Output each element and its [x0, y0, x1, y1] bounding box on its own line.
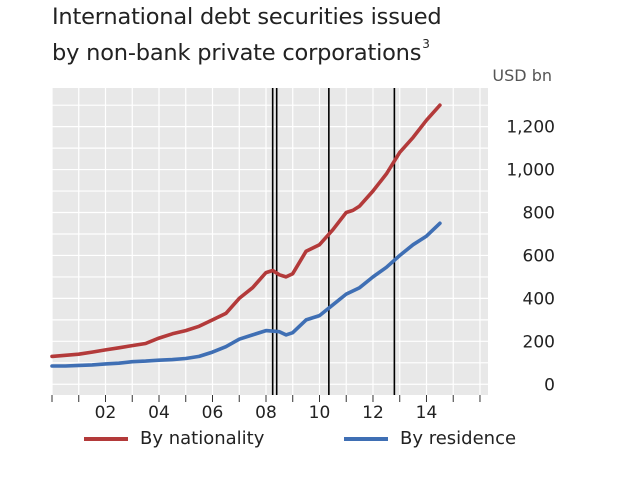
legend-swatch-residence [344, 436, 388, 441]
x-tick-label: 04 [148, 403, 170, 423]
chart-legend: By nationality By residence [0, 428, 638, 452]
series-line-residence [50, 221, 442, 368]
x-tick-label: 06 [202, 403, 224, 423]
y-tick-label: 400 [523, 289, 555, 309]
x-tick-label: 12 [362, 403, 384, 423]
y-tick-label: 1,000 [506, 161, 555, 181]
chart-title-line-1: International debt securities issued [52, 4, 442, 30]
x-tick-label: 10 [309, 403, 331, 423]
y-axis-unit-label: USD bn [492, 66, 552, 85]
y-tick-label: 600 [523, 246, 555, 266]
series-line-nationality [50, 103, 442, 359]
chart-title-line-2-text: by non-bank private corporations [52, 40, 422, 66]
y-tick-label: 1,200 [506, 118, 555, 138]
y-tick-label: 800 [523, 204, 555, 224]
footnote-marker: 3 [422, 37, 430, 51]
y-tick-label: 200 [523, 332, 555, 352]
legend-item-nationality: By nationality [84, 428, 264, 449]
x-tick-label: 02 [95, 403, 117, 423]
chart-title-line-2: by non-bank private corporations3 [52, 31, 442, 67]
legend-label-residence: By residence [400, 428, 517, 449]
y-tick-label: 0 [544, 375, 555, 395]
legend-label-nationality: By nationality [140, 428, 265, 449]
chart-title: International debt securities issued by … [52, 4, 442, 67]
x-tick-label: 14 [416, 403, 438, 423]
x-tick-label: 08 [255, 403, 277, 423]
legend-item-residence: By residence [344, 428, 516, 449]
legend-swatch-nationality [84, 436, 128, 441]
